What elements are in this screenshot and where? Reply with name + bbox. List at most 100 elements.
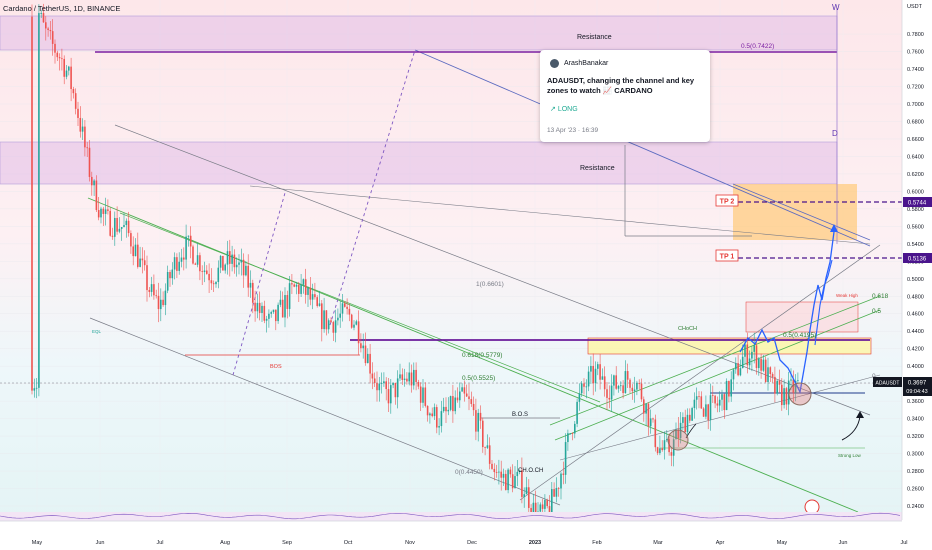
candle-body [84, 126, 86, 148]
bos-label: BOS [270, 364, 282, 370]
candle-body [148, 290, 151, 292]
fib-0618-label: 0.618 [872, 293, 889, 300]
candle-body [224, 264, 226, 271]
candle-body [97, 210, 100, 218]
y-tick-label: 0.3600 [907, 399, 924, 405]
candle-body [385, 381, 387, 390]
candle-body [263, 305, 266, 321]
candle-body [291, 283, 293, 285]
candle-body [249, 282, 252, 288]
fib-06601-label: 1(0.6601) [476, 281, 504, 288]
candle-body [663, 440, 666, 451]
candle-body [74, 93, 77, 109]
x-tick-label: Oct [344, 540, 353, 546]
resistance-label-top: Resistance [577, 34, 612, 41]
candle-body [638, 382, 640, 384]
candle-body [150, 284, 153, 292]
candle-body [284, 295, 286, 318]
candle-body [433, 407, 436, 417]
candle-body [219, 255, 222, 268]
candle-body [116, 217, 118, 232]
candles [31, 3, 799, 537]
y-tick-label: 0.3200 [907, 434, 924, 440]
candle-body [645, 403, 647, 414]
projection-path-alt [814, 259, 833, 346]
candle-body [514, 476, 516, 489]
candle-body [238, 262, 240, 265]
idea-title[interactable]: ADAUSDT, changing the channel and key zo… [547, 76, 695, 95]
chart-title: Cardano / TetherUS, 1D, BINANCE [3, 4, 120, 13]
candle-body [555, 487, 558, 497]
candle-body [553, 489, 555, 497]
projection-path [739, 231, 835, 395]
candle-body [468, 396, 470, 400]
candle-body [88, 147, 91, 177]
candle-body [737, 363, 739, 376]
candle-body [698, 396, 700, 398]
candle-body [725, 380, 728, 411]
candle-body [311, 294, 314, 300]
candle-body [49, 29, 52, 32]
candle-body [81, 126, 84, 132]
y-tick-label: 0.2800 [907, 469, 924, 475]
y-tick-label: 0.6600 [907, 137, 924, 143]
candle-body [316, 297, 318, 306]
candle-body [659, 448, 661, 454]
candle-body [137, 244, 139, 267]
candle-body [318, 303, 321, 306]
candle-body [187, 235, 190, 237]
candle-body [718, 399, 721, 406]
curved-arrow-head [856, 411, 864, 418]
fib-0742-label: 0.5(0.7422) [741, 43, 774, 50]
candle-body [714, 395, 716, 404]
candle-body [606, 389, 608, 398]
candle-body [521, 470, 523, 497]
channel-lines [0, 8, 902, 513]
candle-body [790, 379, 792, 381]
candle-body [288, 283, 291, 309]
tp2-price-tag [903, 197, 932, 207]
candle-body [258, 302, 261, 313]
projection-arrow [830, 224, 838, 232]
candle-body [686, 414, 689, 433]
candle-body [164, 290, 167, 306]
candle-body [479, 412, 482, 421]
candle-body [247, 265, 249, 288]
candle-body [201, 271, 203, 273]
candle-body [758, 358, 760, 369]
candle-body [762, 359, 765, 371]
candle-body [396, 378, 399, 398]
candle-body [293, 284, 295, 287]
y-tick-label: 0.5400 [907, 242, 924, 248]
candle-body [511, 474, 514, 489]
candle-body [180, 257, 183, 262]
candle-body [256, 302, 259, 312]
candle-body [488, 445, 491, 464]
candle-body [240, 259, 243, 263]
candle-body [548, 506, 551, 516]
candle-body [417, 381, 420, 387]
candle-body [399, 374, 401, 379]
candle-body [677, 429, 680, 439]
candle-body [592, 365, 594, 384]
idea-card[interactable]: ArashBanakar ADAUSDT, changing the chann… [540, 50, 710, 142]
candle-body [54, 43, 56, 53]
curved-arrow [841, 415, 861, 441]
y-tick-label: 0.7800 [907, 32, 924, 38]
candle-body [171, 269, 174, 279]
candle-body [295, 284, 298, 287]
candle-body [562, 473, 565, 475]
x-tick-label: Sep [282, 540, 292, 546]
candle-body [631, 387, 634, 392]
candle-body [334, 320, 337, 333]
candle-body [702, 408, 705, 417]
indicator-line [0, 512, 901, 520]
candle-body [332, 322, 335, 333]
y-tick-label: 0.4000 [907, 364, 924, 370]
idea-author[interactable]: ArashBanakar [550, 59, 608, 68]
candle-body [143, 260, 146, 266]
candle-body [286, 295, 289, 309]
candle-body [401, 374, 404, 380]
